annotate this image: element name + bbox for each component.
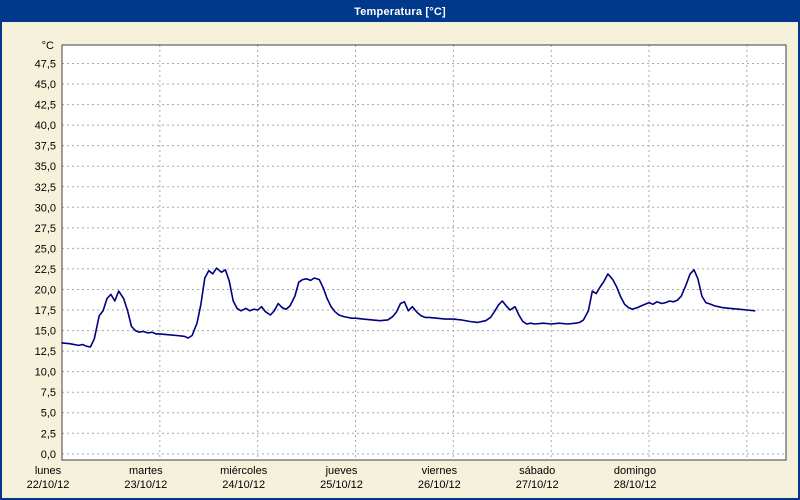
y-tick-label: 37,5 (35, 141, 56, 153)
x-tick-date-label: 28/10/12 (614, 479, 657, 491)
y-tick-label: 2,5 (41, 428, 56, 440)
window-titlebar: Temperatura [°C] (2, 2, 798, 22)
y-tick-label: 35,0 (35, 161, 56, 173)
x-tick-labels: lunes 22/10/12 martes 23/10/12 miércoles 24/1… (27, 465, 657, 491)
x-tick-day-label: lunes (35, 465, 62, 477)
y-tick-labels: 0,0 2,5 5,0 7,5 10,0 12,5 15,0 17,5 20,0 22,5 25,0… (35, 58, 56, 460)
y-tick-label: 47,5 (35, 58, 56, 70)
plot-border (61, 44, 787, 461)
y-grid (62, 62, 786, 455)
y-tick-label: 0,0 (41, 449, 56, 461)
x-tick-day-label: jueves (325, 465, 358, 477)
x-grid (159, 45, 748, 460)
y-tick-label: 22,5 (35, 264, 56, 276)
chart-panel: 0,0 2,5 5,0 7,5 10,0 12,5 15,0 17,5 20,0 22,5 25,0… (2, 22, 798, 496)
y-tick-label: 42,5 (35, 100, 56, 112)
x-tick-day-label: martes (129, 465, 163, 477)
y-axis-unit-label: °C (42, 40, 54, 52)
y-tick-label: 45,0 (35, 79, 56, 91)
x-tick-date-label: 22/10/12 (27, 479, 70, 491)
y-tick-label: 40,0 (35, 120, 56, 132)
plot-area (62, 45, 786, 460)
x-tick-day-label: domingo (614, 465, 656, 477)
x-tick-day-label: viernes (422, 465, 458, 477)
y-tick-label: 12,5 (35, 346, 56, 358)
y-tick-label: 30,0 (35, 202, 56, 214)
x-tick-day-label: miércoles (220, 465, 268, 477)
x-tick-date-label: 23/10/12 (124, 479, 167, 491)
y-tick-label: 20,0 (35, 284, 56, 296)
y-tick-label: 27,5 (35, 223, 56, 235)
y-tick-label: 15,0 (35, 326, 56, 338)
window-title: Temperatura [°C] (354, 6, 446, 18)
x-tick-date-label: 25/10/12 (320, 479, 363, 491)
y-tick-label: 5,0 (41, 408, 56, 420)
temperature-chart: 0,0 2,5 5,0 7,5 10,0 12,5 15,0 17,5 20,0 22,5 25,0… (27, 40, 787, 491)
y-tick-label: 32,5 (35, 182, 56, 194)
temperature-line (61, 267, 756, 348)
x-tick-date-label: 27/10/12 (516, 479, 559, 491)
x-tick-date-label: 26/10/12 (418, 479, 461, 491)
x-tick-day-label: sábado (519, 465, 555, 477)
y-tick-label: 10,0 (35, 367, 56, 379)
x-tick-date-label: 24/10/12 (222, 479, 265, 491)
y-tick-label: 25,0 (35, 243, 56, 255)
y-tick-label: 7,5 (41, 387, 56, 399)
y-tick-label: 17,5 (35, 305, 56, 317)
